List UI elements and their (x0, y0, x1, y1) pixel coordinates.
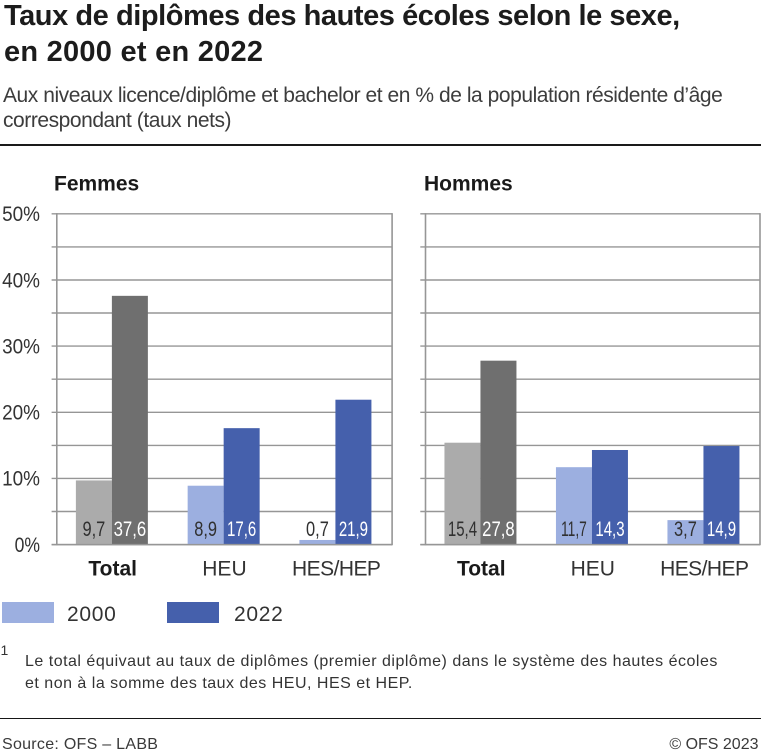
svg-text:Total: Total (88, 557, 137, 580)
svg-text:27,8: 27,8 (482, 518, 515, 541)
svg-text:HES/HEP: HES/HEP (660, 557, 748, 580)
svg-text:HEU: HEU (202, 557, 246, 580)
svg-text:15,4: 15,4 (448, 518, 477, 541)
svg-text:3,7: 3,7 (674, 518, 697, 541)
svg-text:Hommes: Hommes (424, 173, 513, 196)
svg-text:50%: 50% (2, 203, 40, 226)
svg-text:Femmes: Femmes (54, 173, 139, 196)
svg-text:30%: 30% (2, 335, 40, 358)
svg-text:0,7: 0,7 (306, 518, 329, 541)
svg-text:11,7: 11,7 (561, 518, 587, 541)
svg-text:8,9: 8,9 (194, 518, 217, 541)
svg-text:40%: 40% (2, 269, 40, 292)
svg-text:Total: Total (457, 557, 506, 580)
svg-text:HEU: HEU (571, 557, 615, 580)
svg-text:9,7: 9,7 (82, 518, 105, 541)
svg-text:17,6: 17,6 (227, 518, 256, 541)
svg-text:0%: 0% (15, 534, 40, 557)
svg-text:14,3: 14,3 (595, 518, 624, 541)
svg-text:10%: 10% (2, 468, 40, 491)
svg-text:21,9: 21,9 (339, 518, 368, 541)
svg-text:20%: 20% (2, 402, 40, 425)
svg-text:HES/HEP: HES/HEP (292, 557, 380, 580)
svg-text:14,9: 14,9 (707, 518, 736, 541)
svg-text:37,6: 37,6 (114, 518, 147, 541)
